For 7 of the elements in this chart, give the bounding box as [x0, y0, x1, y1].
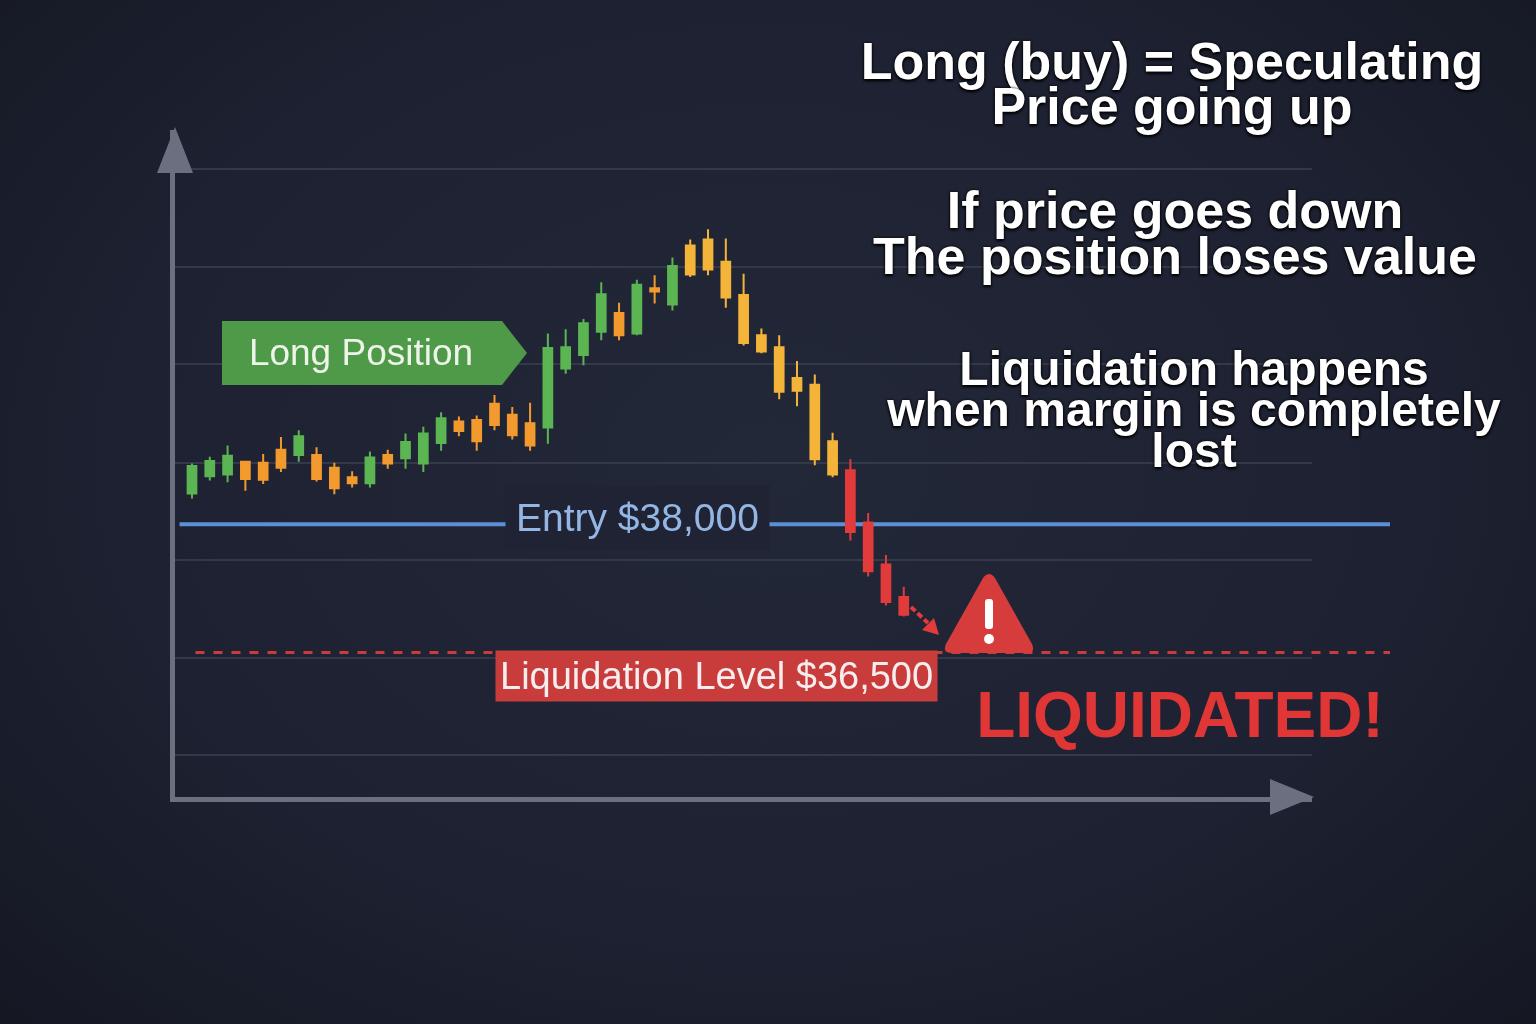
annotation: Long (buy) = Speculating Price going up — [860, 32, 1484, 135]
ref-line-label: Entry $38,000 — [516, 496, 759, 539]
annotation: Long Position — [248, 331, 474, 375]
text: LIQUIDATED! — [976, 679, 1384, 751]
ref-line-label: Liquidation Level $36,500 — [500, 655, 934, 697]
annotation: If price goes down The position loses value — [873, 181, 1477, 285]
annotation: Liquidation happens when margin is completely lost — [887, 341, 1501, 477]
